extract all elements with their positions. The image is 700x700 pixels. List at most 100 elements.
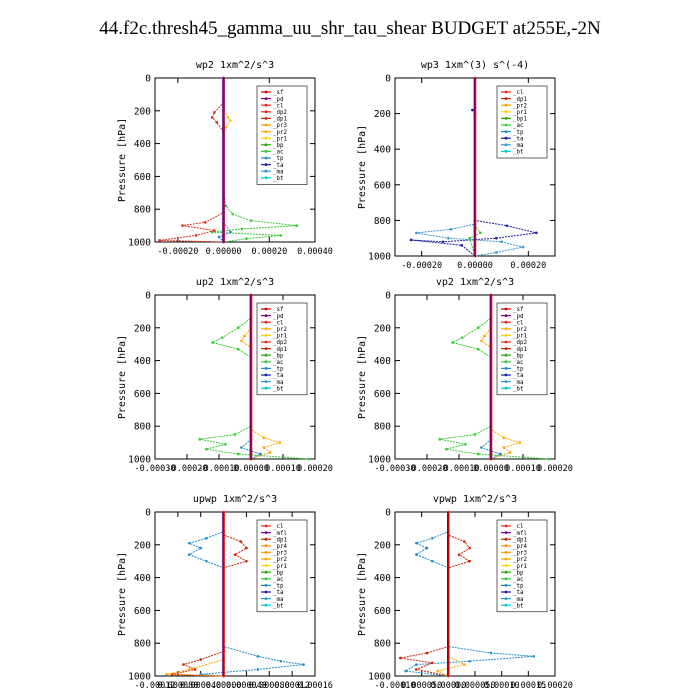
data-point bbox=[205, 536, 208, 540]
legend-marker bbox=[504, 524, 508, 528]
data-point bbox=[217, 235, 221, 239]
legend-marker bbox=[264, 564, 268, 567]
y-axis-label: Pressure [hPa] bbox=[117, 552, 128, 636]
legend-entry: _ac bbox=[513, 360, 523, 366]
legend-entry: _pr3 bbox=[273, 123, 287, 129]
data-point bbox=[505, 224, 509, 228]
legend-box bbox=[256, 302, 308, 396]
y-tick-label: 800 bbox=[134, 422, 151, 433]
legend-entry: _pr2 bbox=[273, 557, 287, 563]
plot-frame bbox=[154, 77, 316, 243]
legend-entry: _bp bbox=[273, 143, 284, 149]
legend-entry: _ma bbox=[513, 143, 523, 149]
data-point bbox=[279, 234, 283, 237]
legend-marker bbox=[504, 386, 508, 390]
data-point bbox=[449, 228, 453, 231]
data-point bbox=[441, 240, 445, 244]
legend-marker bbox=[504, 373, 508, 377]
data-point bbox=[480, 446, 483, 449]
legend-marker bbox=[504, 347, 508, 350]
y-axis-label: Pressure [hPa] bbox=[117, 118, 128, 202]
y-tick-label: 200 bbox=[134, 106, 151, 117]
y-tick-label: 0 bbox=[145, 508, 151, 519]
chart-panel-6: vpwp 1xm^2/s^3 Pressure [hPa] 0 200 400 600 80… bbox=[357, 494, 573, 691]
y-axis-label: Pressure [hPa] bbox=[357, 125, 368, 209]
legend-marker bbox=[264, 327, 268, 331]
legend-marker bbox=[504, 340, 508, 344]
figure-title: 44.f2c.thresh45_gamma_uu_shr_tau_shear B… bbox=[99, 18, 601, 39]
legend-marker bbox=[264, 307, 268, 311]
legend-marker bbox=[264, 130, 268, 134]
data-point bbox=[431, 559, 434, 563]
data-point bbox=[518, 441, 522, 444]
legend-entry: _pr4 bbox=[273, 544, 287, 550]
y-tick-label: 800 bbox=[134, 639, 151, 650]
x-tick-label: 0.00020 bbox=[537, 464, 573, 474]
data-point bbox=[210, 116, 214, 119]
legend-entry: _bt bbox=[513, 603, 523, 609]
data-point bbox=[236, 326, 240, 330]
y-tick-label: 400 bbox=[134, 356, 151, 367]
legend-marker bbox=[264, 584, 268, 587]
data-point bbox=[451, 341, 454, 344]
legend-entry: _dp2 bbox=[513, 340, 527, 346]
x-tick-label: -0.00030 bbox=[375, 464, 416, 474]
data-point bbox=[240, 227, 244, 231]
chart-title: wp2 1xm^2/s^3 bbox=[196, 60, 274, 71]
legend-marker bbox=[264, 123, 268, 127]
x-tick-label: 0.00000 bbox=[430, 681, 466, 691]
data-point bbox=[532, 655, 535, 658]
legend-marker bbox=[504, 327, 508, 331]
data-point bbox=[245, 546, 248, 550]
x-tick-label: 0.000080 bbox=[249, 681, 290, 691]
legend-marker bbox=[264, 590, 268, 594]
data-point bbox=[229, 119, 232, 122]
plot-frame bbox=[394, 294, 556, 460]
data-point bbox=[158, 239, 161, 242]
legend-entry: _pr1 bbox=[273, 136, 287, 142]
legend-marker bbox=[264, 136, 268, 140]
data-point bbox=[165, 673, 168, 676]
x-tick-label: 0.00015 bbox=[510, 681, 546, 691]
legend-marker bbox=[504, 353, 508, 357]
legend-marker bbox=[264, 150, 268, 153]
data-point bbox=[415, 541, 418, 545]
legend-marker bbox=[504, 97, 508, 100]
legend-entry: _bt bbox=[273, 386, 283, 392]
data-point bbox=[495, 251, 498, 254]
legend-marker bbox=[264, 320, 268, 324]
y-tick-label: 200 bbox=[374, 109, 391, 120]
legend-entry: _pd bbox=[273, 97, 283, 103]
legend-entry: _dp1 bbox=[273, 347, 287, 353]
legend-entry: _pr2 bbox=[273, 130, 287, 136]
legend-marker bbox=[264, 97, 268, 100]
x-tick-label: 0.00016 bbox=[297, 681, 333, 691]
data-point bbox=[262, 436, 266, 439]
legend-entry: _mfl bbox=[273, 531, 287, 537]
data-point bbox=[233, 433, 237, 436]
y-tick-label: 800 bbox=[374, 639, 391, 650]
x-tick-label: 0.00020 bbox=[510, 261, 546, 271]
legend-entry: _dp1 bbox=[273, 537, 287, 543]
x-tick-label: 0.00000 bbox=[206, 681, 242, 691]
legend-marker bbox=[264, 360, 268, 364]
legend-marker bbox=[504, 564, 508, 567]
legend-entry: _tp bbox=[513, 367, 524, 373]
legend-entry: _sf bbox=[513, 307, 524, 313]
x-tick-label: 0.00020 bbox=[537, 681, 573, 691]
legend-marker bbox=[504, 136, 508, 140]
y-tick-label: 0 bbox=[145, 291, 151, 302]
legend-marker bbox=[504, 570, 508, 574]
data-point bbox=[245, 559, 248, 563]
y-tick-label: 1000 bbox=[368, 455, 391, 466]
legend-marker bbox=[504, 577, 508, 581]
y-tick-label: 0 bbox=[385, 508, 391, 519]
y-axis-label: Pressure [hPa] bbox=[357, 552, 368, 636]
legend-entry: _dp1 bbox=[273, 117, 287, 123]
legend-marker bbox=[264, 597, 268, 600]
chart-title: vpwp 1xm^2/s^3 bbox=[433, 494, 517, 505]
data-point bbox=[239, 540, 243, 543]
legend-marker bbox=[504, 150, 508, 153]
legend-marker bbox=[504, 143, 508, 147]
data-point bbox=[256, 668, 260, 671]
